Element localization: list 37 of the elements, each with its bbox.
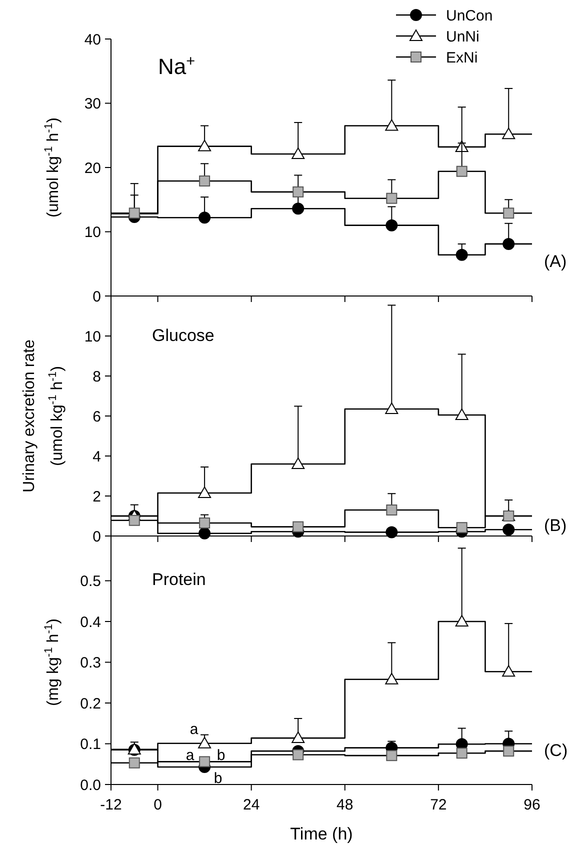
y-tick-label: 8 [92, 368, 101, 386]
y-tick-label: 10 [84, 328, 101, 346]
text: Glucose [152, 326, 214, 345]
y-tick-label: 0.0 [80, 776, 101, 794]
x-tick-label: 24 [242, 796, 260, 814]
y-tick-label: 0.5 [80, 573, 101, 590]
y-tick-label: 0 [92, 288, 101, 306]
text: (B) [544, 516, 567, 535]
y-tick-label: 10 [84, 224, 101, 241]
legend-label: UnCon [446, 7, 493, 24]
y-tick-label: 0.3 [80, 654, 101, 672]
y-tick-label: 0.1 [80, 736, 101, 753]
x-tick-label: 72 [430, 796, 447, 814]
text: (A) [544, 252, 567, 271]
y-tick-label: 6 [92, 408, 101, 426]
legend-label: UnNi [446, 28, 480, 46]
annotation: b [216, 747, 226, 764]
text: Na$^{+}$ [158, 52, 196, 79]
y-tick-label: 40 [84, 31, 101, 48]
x-tick-label: -12 [100, 796, 122, 814]
x-tick-label: 48 [336, 796, 354, 814]
x-tick-label: 96 [524, 796, 540, 814]
annotation: b [214, 770, 222, 787]
annotation: a [186, 747, 195, 764]
y-tick-label: 30 [84, 96, 101, 112]
y-tick-label: 4 [92, 448, 101, 466]
y-tick-label: 20 [84, 160, 101, 177]
x-tick-label: 0 [154, 796, 162, 814]
x-axis-title: Time (h) [290, 824, 353, 844]
text: Protein [152, 570, 206, 589]
y-tick-label: 0 [92, 528, 101, 546]
y-tick-label: 2 [92, 488, 101, 506]
text: (C) [544, 741, 568, 760]
y-tick-label: 0.2 [80, 695, 101, 712]
legend-label: ExNi [446, 49, 478, 66]
y-tick-label: 0.4 [80, 614, 101, 631]
annotation: a [190, 721, 199, 738]
